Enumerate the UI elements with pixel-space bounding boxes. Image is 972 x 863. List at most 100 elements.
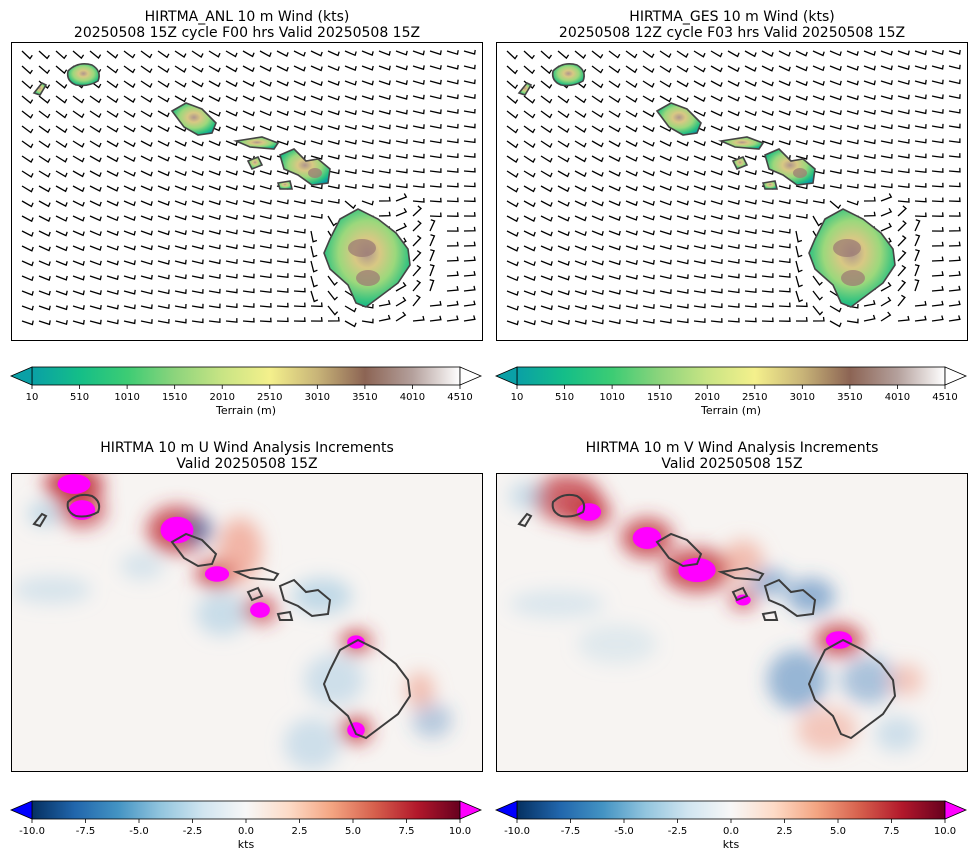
wind-barb — [174, 65, 187, 73]
wind-barb — [506, 170, 519, 178]
wind-barb — [778, 65, 791, 72]
wind-barb — [778, 243, 791, 249]
wind-barb — [591, 80, 604, 89]
wind-barb — [106, 110, 119, 118]
wind-barb — [412, 235, 422, 247]
increment-blob — [196, 592, 248, 636]
wind-barb — [846, 110, 859, 115]
colorbar-under-extension — [9, 800, 33, 820]
wind-barb — [914, 234, 921, 247]
wind-barb — [540, 305, 553, 311]
wind-barb — [727, 50, 740, 58]
wind-barb — [38, 305, 51, 311]
wind-barb — [395, 65, 408, 71]
wind-barb — [208, 303, 221, 309]
wind-barb — [863, 314, 876, 322]
wind-barb — [761, 125, 774, 131]
wind-barb — [829, 50, 842, 57]
wind-barb — [157, 50, 170, 59]
colorbar-label: kts — [238, 838, 255, 851]
wind-barb — [693, 170, 706, 176]
wind-barb — [157, 65, 170, 74]
wind-barb — [310, 184, 323, 190]
wind-barb — [761, 243, 774, 249]
wind-barb — [412, 315, 425, 322]
wind-barb — [829, 169, 842, 175]
colorbar-tick-label: 7.5 — [399, 826, 415, 837]
wind-barb — [506, 140, 519, 149]
wind-barb — [446, 50, 459, 56]
wind-barb — [574, 200, 587, 207]
wind-barb — [327, 316, 340, 322]
wind-barb — [463, 315, 476, 322]
colorbar-tick-label: 4510 — [447, 392, 472, 403]
wind-barb — [931, 64, 944, 70]
wind-barb — [812, 184, 825, 190]
wind-barb — [608, 155, 621, 163]
wind-barb — [446, 197, 459, 203]
wind-barb — [540, 320, 553, 326]
wind-barb — [327, 95, 340, 101]
wind-barb — [642, 215, 655, 221]
colorbar-tick-label: 1510 — [647, 392, 672, 403]
wind-barb — [659, 259, 672, 265]
wind-barb — [557, 185, 570, 193]
wind-barb — [608, 304, 621, 310]
island-outline-hawaii — [807, 638, 897, 740]
wind-barb — [293, 140, 306, 146]
wind-barb — [38, 230, 51, 237]
wind-barb — [676, 155, 689, 162]
wind-barb — [225, 200, 238, 206]
wind-barb — [897, 124, 910, 130]
island-outline-molokai — [232, 566, 280, 582]
wind-barb — [812, 169, 825, 175]
wind-barb — [710, 273, 723, 279]
wind-barb — [591, 290, 604, 295]
wind-barb — [174, 185, 187, 191]
wind-barb — [744, 288, 757, 294]
wind-barb — [863, 154, 876, 159]
wind-barb — [795, 65, 808, 72]
wind-barb — [897, 109, 910, 115]
wind-barb — [574, 275, 587, 281]
wind-barb — [123, 80, 136, 89]
island-molokai — [718, 136, 765, 150]
wind-barb — [659, 155, 672, 162]
title-line-2: 20250508 15Z cycle F00 hrs Valid 2025050… — [73, 25, 421, 41]
wind-barb — [106, 50, 119, 59]
wind-barb — [880, 109, 893, 115]
wind-barb — [897, 65, 910, 71]
wind-barb — [540, 95, 553, 104]
colorbar-over-extension — [944, 366, 968, 386]
over-range-spot — [204, 566, 230, 582]
increment-blob — [406, 672, 434, 708]
wind-barb — [123, 319, 136, 325]
wind-barb — [914, 168, 927, 174]
wind-barb — [795, 213, 808, 219]
wind-barb — [310, 230, 318, 243]
wind-barb — [293, 258, 306, 264]
wind-barb — [829, 95, 842, 101]
wind-barb — [744, 258, 757, 264]
wind-barb — [625, 200, 638, 207]
wind-barb — [310, 95, 323, 101]
wind-barb — [55, 290, 68, 296]
wind-barb — [429, 138, 442, 144]
wind-barb — [21, 200, 34, 208]
wind-barb — [931, 153, 944, 159]
wind-barb — [523, 125, 536, 134]
wind-barb — [761, 110, 774, 116]
wind-barb — [540, 230, 553, 237]
wind-barb — [540, 200, 553, 208]
wind-barb — [106, 185, 119, 192]
wind-barb — [378, 95, 391, 101]
wind-barb — [89, 170, 102, 178]
colorbar-tick-label: -7.5 — [76, 826, 96, 837]
wind-barb — [846, 183, 859, 189]
wind-barb — [863, 211, 876, 217]
wind-barb — [795, 140, 808, 146]
wind-barb — [310, 65, 323, 72]
wind-barb — [812, 140, 825, 145]
wind-barb — [259, 80, 272, 87]
wind-barb — [140, 245, 153, 251]
